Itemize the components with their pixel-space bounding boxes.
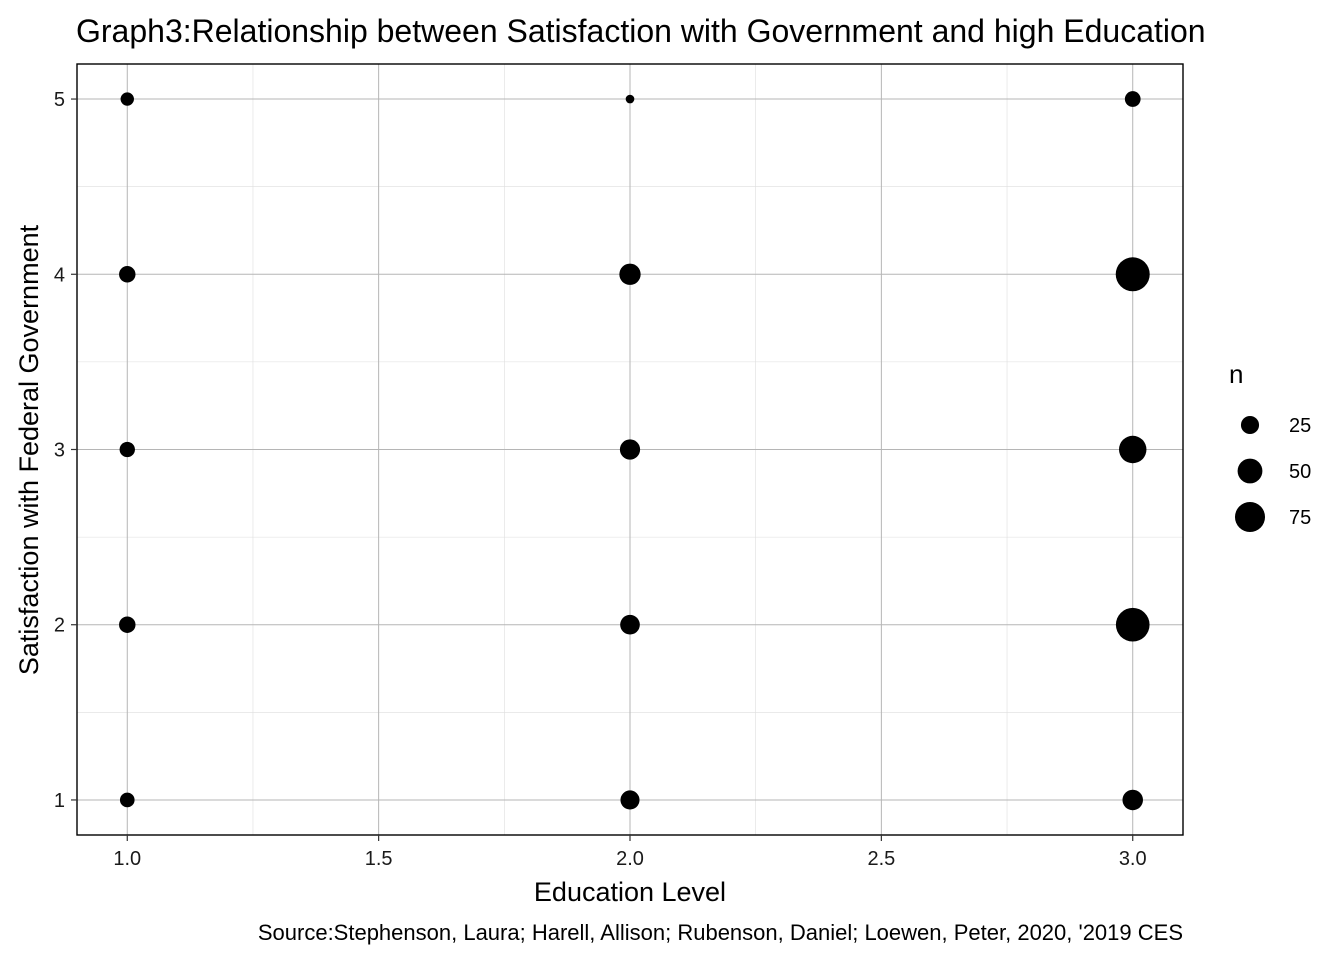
- data-point: [119, 441, 135, 458]
- legend-key-circle: [1234, 501, 1266, 533]
- y-tick-label: 1: [54, 790, 65, 812]
- y-tick-label: 3: [54, 440, 65, 462]
- y-tick-label: 5: [54, 89, 65, 111]
- size-legend: n 25 50 75: [1229, 359, 1311, 533]
- data-point: [619, 439, 641, 460]
- data-point: [1119, 435, 1147, 464]
- data-points: [119, 91, 1150, 811]
- x-tick-label: 3.0: [1119, 848, 1147, 870]
- legend-title: n: [1229, 359, 1243, 389]
- data-point: [619, 263, 641, 285]
- data-point: [1122, 789, 1143, 811]
- data-point: [119, 792, 135, 808]
- source-caption: Source:Stephenson, Laura; Harell, Alliso…: [258, 920, 1183, 945]
- x-tick-label: 1.0: [113, 848, 141, 870]
- legend-key-circle: [1240, 415, 1260, 435]
- x-tick-label: 2.5: [867, 848, 895, 870]
- legend-label: 75: [1289, 507, 1311, 529]
- chart-title: Graph3:Relationship between Satisfaction…: [76, 13, 1206, 49]
- y-tick-label: 4: [54, 264, 65, 286]
- data-point: [119, 266, 136, 283]
- x-tick-label: 2.0: [616, 848, 644, 870]
- x-axis-title: Education Level: [534, 877, 726, 907]
- legend-label: 25: [1289, 415, 1311, 437]
- data-point: [119, 616, 136, 633]
- data-point: [120, 92, 134, 106]
- x-axis-ticks: 1.0 1.5 2.0 2.5 3.0: [113, 835, 1147, 870]
- y-axis-title: Satisfaction with Federal Government: [14, 224, 44, 675]
- y-tick-label: 2: [54, 615, 65, 637]
- data-point: [1115, 257, 1150, 292]
- legend-key-circle: [1237, 458, 1263, 484]
- data-point: [625, 94, 635, 104]
- data-point: [1115, 607, 1150, 642]
- data-point: [620, 614, 640, 635]
- y-axis-ticks: 1 2 3 4 5: [54, 89, 77, 812]
- legend-label: 50: [1289, 461, 1311, 483]
- x-tick-label: 1.5: [365, 848, 393, 870]
- data-point: [1124, 91, 1141, 107]
- data-point: [620, 790, 640, 810]
